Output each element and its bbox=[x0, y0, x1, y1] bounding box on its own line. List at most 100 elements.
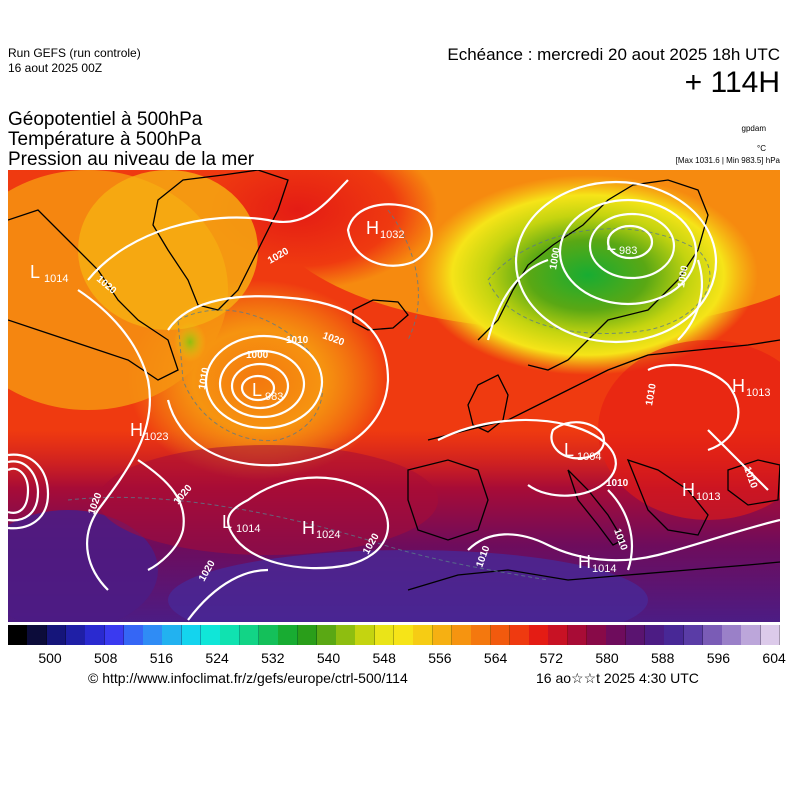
color-scale-swatch bbox=[529, 625, 549, 645]
pressure-center-low: L 1004 bbox=[564, 440, 601, 463]
center-value: 1013 bbox=[746, 387, 770, 399]
coast-iceland bbox=[352, 299, 409, 331]
pressure-center-high: H 1023 bbox=[130, 420, 168, 443]
color-scale-swatch bbox=[220, 625, 241, 645]
color-scale-swatch bbox=[606, 625, 627, 645]
color-scale-swatch bbox=[104, 625, 125, 645]
center-letter: L bbox=[252, 380, 262, 400]
color-scale-swatch bbox=[297, 625, 318, 645]
isobar-low-983-3 bbox=[218, 349, 306, 419]
color-scale-swatch bbox=[471, 625, 491, 645]
forecast-hour: + 114H bbox=[684, 66, 780, 99]
color-scale-swatch bbox=[336, 625, 356, 645]
isobar-label: 1010 bbox=[644, 382, 659, 406]
isobar-label: 1000 bbox=[246, 350, 269, 361]
center-letter: L bbox=[222, 512, 232, 532]
isobar-west-edge-3 bbox=[8, 453, 50, 530]
color-scale-swatch bbox=[316, 625, 337, 645]
isobar-h1024 bbox=[226, 476, 390, 570]
color-scale-swatch bbox=[644, 625, 665, 645]
isobar-low-983-1 bbox=[240, 374, 276, 402]
color-scale-tick-label: 540 bbox=[316, 650, 341, 666]
center-letter: H bbox=[130, 420, 143, 440]
color-scale-swatch bbox=[355, 625, 376, 645]
pressure-center-high: H 1013 bbox=[682, 480, 720, 503]
pressure-center-high: H 1013 bbox=[732, 376, 770, 399]
pressure-center-low: L 983 bbox=[606, 234, 637, 257]
coast-europe bbox=[427, 339, 780, 441]
isotherm-1 bbox=[177, 309, 323, 442]
isobar-scand-low-3 bbox=[558, 198, 698, 306]
center-value: 1014 bbox=[44, 273, 68, 285]
isobar-west-edge-2 bbox=[8, 460, 40, 522]
field-yellow-west bbox=[174, 322, 206, 362]
generated-time: 16 ao☆☆t 2025 4:30 UTC bbox=[536, 670, 699, 686]
color-scale-swatch bbox=[85, 625, 105, 645]
color-scale-tick-label: 596 bbox=[706, 650, 731, 666]
color-scale-swatch bbox=[201, 625, 221, 645]
color-scale-tick-label: 580 bbox=[595, 650, 619, 666]
isobar-label: 1000 bbox=[548, 246, 563, 270]
color-scale-swatch bbox=[258, 625, 279, 645]
color-scale-swatch bbox=[27, 625, 48, 645]
color-scale-swatch bbox=[143, 625, 163, 645]
color-scale-tick-label: 516 bbox=[149, 650, 174, 666]
pressure-center-low: L 1014 bbox=[222, 512, 260, 535]
isobar-scand-low-4 bbox=[514, 180, 718, 344]
color-scale-tick-label: 508 bbox=[94, 650, 118, 666]
unit-gpdam: gpdam bbox=[741, 124, 766, 133]
coast-iberia bbox=[407, 459, 489, 541]
color-scale-swatch bbox=[123, 625, 144, 645]
source-url: © http://www.infoclimat.fr/z/gefs/europe… bbox=[88, 670, 408, 686]
isobar-mid-1020 bbox=[137, 459, 185, 571]
center-value: 983 bbox=[265, 391, 283, 403]
center-letter: H bbox=[578, 552, 591, 572]
isobar-label: 1010 bbox=[606, 478, 629, 489]
field-east-red bbox=[598, 340, 780, 520]
center-value: 1014 bbox=[236, 523, 260, 535]
parameter-pressure: Pression au niveau de la mer bbox=[8, 149, 255, 170]
color-scale-swatch bbox=[760, 625, 781, 645]
color-scale-swatch bbox=[65, 625, 86, 645]
center-letter: L bbox=[606, 234, 616, 254]
isobar-low-1004 bbox=[550, 421, 606, 460]
pressure-minmax: [Max 1031.6 | Min 983.5] hPa bbox=[675, 156, 780, 165]
pressure-centers: L 1014 H 1032 L 983 L 983 H 1013 H 1023 … bbox=[30, 218, 770, 575]
coast-italy bbox=[567, 469, 624, 546]
center-letter: H bbox=[682, 480, 695, 500]
center-value: 1024 bbox=[316, 529, 340, 541]
forecast-valid-time: Echéance : mercredi 20 aout 2025 18h UTC bbox=[447, 45, 780, 64]
color-scale-swatch bbox=[625, 625, 646, 645]
color-scale-tick-label: 524 bbox=[205, 650, 229, 666]
coast-canada bbox=[8, 209, 179, 381]
isobar-west-edge bbox=[8, 467, 30, 514]
color-scale-swatch bbox=[741, 625, 762, 645]
isobar-scand-low-2 bbox=[588, 212, 676, 280]
isobar-south-1020 bbox=[187, 568, 269, 621]
isobar-label: 1010 bbox=[286, 335, 309, 346]
center-value: 1014 bbox=[592, 563, 616, 575]
isobar-label: 1000 bbox=[676, 264, 691, 288]
center-letter: H bbox=[366, 218, 379, 238]
isotherm-2 bbox=[487, 228, 711, 334]
color-scale-tick-label: 500 bbox=[38, 650, 62, 666]
isotherm-3 bbox=[67, 496, 549, 581]
color-scale-swatch bbox=[239, 625, 260, 645]
isobar-atl-1020 bbox=[166, 295, 390, 467]
coast-black-sea bbox=[727, 459, 780, 506]
isobar-low-983-4 bbox=[204, 334, 324, 430]
coastlines bbox=[8, 170, 780, 591]
color-scale-tick-label: 604 bbox=[762, 650, 786, 666]
color-scale-tick-label: 532 bbox=[261, 650, 285, 666]
color-scale-tick-label: 564 bbox=[483, 650, 508, 666]
color-scale-tick-label: 588 bbox=[651, 650, 675, 666]
center-value: 1013 bbox=[696, 491, 720, 503]
center-letter: H bbox=[732, 376, 745, 396]
unit-celsius: °C bbox=[757, 144, 766, 153]
color-scale-swatch bbox=[374, 625, 395, 645]
isotherm-4 bbox=[387, 209, 419, 341]
center-value: 1023 bbox=[144, 431, 168, 443]
parameter-temperature: Température à 500hPa bbox=[8, 129, 202, 150]
color-scale-swatch bbox=[46, 625, 67, 645]
color-scale-swatch bbox=[432, 625, 453, 645]
